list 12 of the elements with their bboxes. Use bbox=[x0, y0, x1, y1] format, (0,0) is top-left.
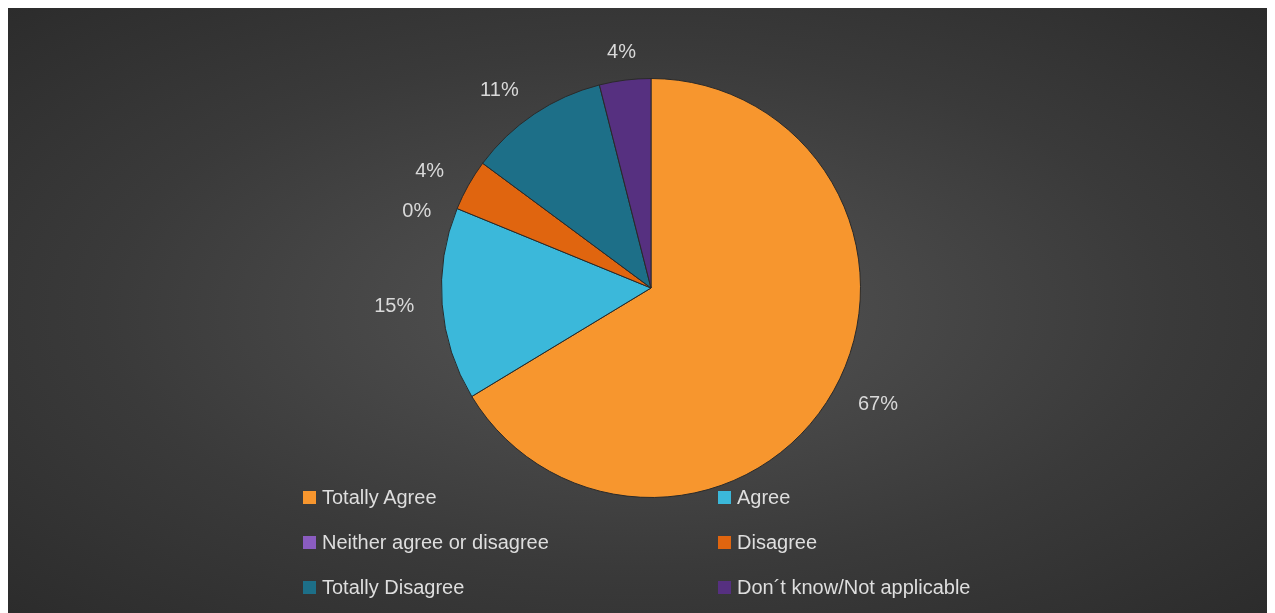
slice-label: Totally Agree bbox=[322, 486, 437, 509]
data-label: 67% bbox=[857, 392, 899, 415]
legend-label: Totally Disagree bbox=[322, 576, 465, 599]
legend-label: Agree bbox=[737, 486, 791, 509]
legend-label: Don´t know/Not applicable bbox=[737, 576, 971, 599]
data-label: 15% bbox=[374, 293, 415, 316]
legend-label: Disagree bbox=[737, 531, 818, 554]
data-label: 4% bbox=[607, 39, 637, 62]
data-label: 4% bbox=[415, 158, 445, 181]
data-label: 11% bbox=[480, 78, 519, 101]
text: 0% bbox=[402, 199, 432, 222]
legend-label: Neither agree or disagree bbox=[322, 531, 549, 554]
